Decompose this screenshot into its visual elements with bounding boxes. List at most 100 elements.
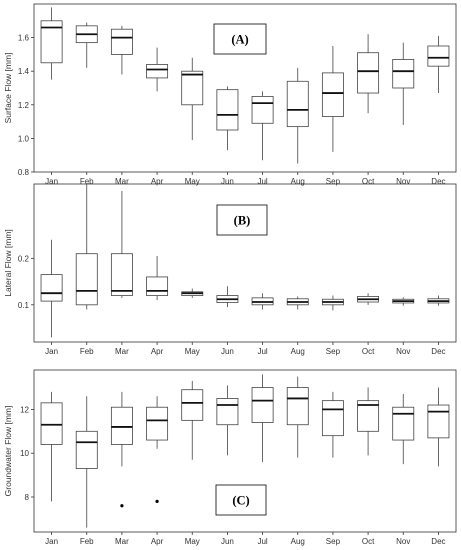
x-tick-label: Dec [431, 537, 445, 546]
iqr-box [40, 20, 63, 64]
x-tick-label: Feb [80, 537, 94, 546]
panel-tag-box [215, 484, 267, 516]
box-apr [146, 396, 169, 503]
panel-3: 8 10 12 Groundwater Flow [mm] Jan Feb Mar Apr Ma… [3, 369, 457, 546]
panel-2: 0.1 0.2 Lateral Flow [mm] Jan Feb Mar Apr May Ju… [3, 183, 457, 356]
iqr-box [357, 52, 380, 94]
panel-tag-label: (C) [232, 494, 249, 508]
box-sep [321, 391, 344, 458]
panel-1: 0.8 1.0 1.2 1.4 1.6 Surface Flow [mm] Jan Feb Ma… [3, 3, 457, 186]
x-tick-label: Mar [115, 177, 129, 186]
x-tick-label: Aug [291, 537, 305, 546]
box-dec [427, 35, 450, 94]
x-tick-label: Jan [45, 537, 58, 546]
iqr-box [181, 70, 204, 106]
iqr-box [146, 276, 169, 296]
box-apr [146, 256, 169, 301]
x-tick-label: Feb [80, 347, 94, 356]
y-tick-label: 0.1 [18, 301, 30, 310]
x-tick-label: Mar [115, 537, 129, 546]
x-tick-label: Aug [291, 177, 305, 186]
box-aug [286, 376, 309, 458]
box-aug [286, 67, 309, 164]
box-jun [216, 385, 239, 456]
x-tick-label: Sep [326, 537, 341, 546]
box-sep [321, 295, 344, 311]
box-dec [427, 295, 450, 306]
x-tick-label: Apr [151, 177, 164, 186]
iqr-box [110, 406, 133, 445]
iqr-box [427, 404, 450, 439]
box-mar [110, 391, 133, 508]
box-nov [392, 42, 415, 125]
box-mar [110, 25, 133, 75]
y-tick-label: 1.0 [18, 134, 30, 143]
x-tick-label: May [185, 537, 200, 546]
box-jun [216, 86, 239, 151]
box-feb [75, 22, 98, 68]
y-tick-label: 1.6 [18, 34, 30, 43]
box-nov [392, 394, 415, 465]
x-tick-label: Nov [396, 537, 410, 546]
x-tick-label: Jun [221, 347, 234, 356]
box-jan [40, 7, 63, 80]
panel-tag: (A) [213, 23, 267, 55]
x-tick-label: Jun [221, 537, 234, 546]
iqr-box [75, 253, 98, 306]
y-axis-title: Groundwater Flow [mm] [3, 406, 13, 497]
x-tick-label: Oct [362, 537, 375, 546]
x-tick-label: Nov [396, 177, 410, 186]
box-jan [40, 239, 63, 338]
x-tick-label: Oct [362, 177, 375, 186]
x-tick-label: May [185, 347, 200, 356]
panel-tag: (B) [216, 204, 268, 236]
y-axis-title: Lateral Flow [mm] [3, 229, 13, 297]
box-may [181, 288, 204, 298]
x-tick-label: Mar [115, 347, 129, 356]
iqr-box [392, 406, 415, 441]
box-mar [110, 190, 133, 298]
box-oct [357, 34, 380, 114]
box-oct [357, 293, 380, 305]
iqr-box [181, 389, 204, 421]
box-jan [40, 391, 63, 502]
y-tick-label: 8 [25, 493, 30, 502]
x-tick-label: Sep [326, 177, 341, 186]
x-tick-label: Jun [221, 177, 234, 186]
box-apr [146, 47, 169, 92]
iqr-box [357, 400, 380, 432]
iqr-box [146, 406, 169, 441]
box-nov [392, 297, 415, 306]
iqr-box [216, 89, 239, 131]
x-tick-label: Aug [291, 347, 305, 356]
y-tick-label: 1.2 [18, 101, 30, 110]
iqr-box [251, 96, 274, 124]
panel-border [33, 183, 457, 343]
panel-border [33, 3, 457, 173]
iqr-box [321, 400, 344, 437]
iqr-box [110, 28, 133, 55]
x-tick-label: Apr [151, 537, 164, 546]
iqr-box [110, 253, 133, 296]
x-tick-label: Nov [396, 347, 410, 356]
iqr-box [427, 45, 450, 67]
x-tick-label: Feb [80, 177, 94, 186]
panel-tag-label: (A) [231, 33, 248, 47]
iqr-box [392, 59, 415, 89]
x-tick-label: Dec [431, 177, 445, 186]
outlier-point [120, 504, 124, 508]
box-feb [75, 184, 98, 310]
y-tick-label: 12 [20, 405, 29, 414]
x-tick-label: Jul [257, 537, 267, 546]
panel-tag-box [213, 23, 267, 55]
box-may [181, 57, 204, 141]
iqr-box [40, 274, 63, 302]
y-tick-label: 1.4 [18, 67, 30, 76]
y-tick-label: 0.2 [18, 254, 30, 263]
box-dec [427, 387, 450, 467]
box-sep [321, 46, 344, 152]
x-tick-label: Jan [45, 347, 58, 356]
box-jun [216, 286, 239, 308]
